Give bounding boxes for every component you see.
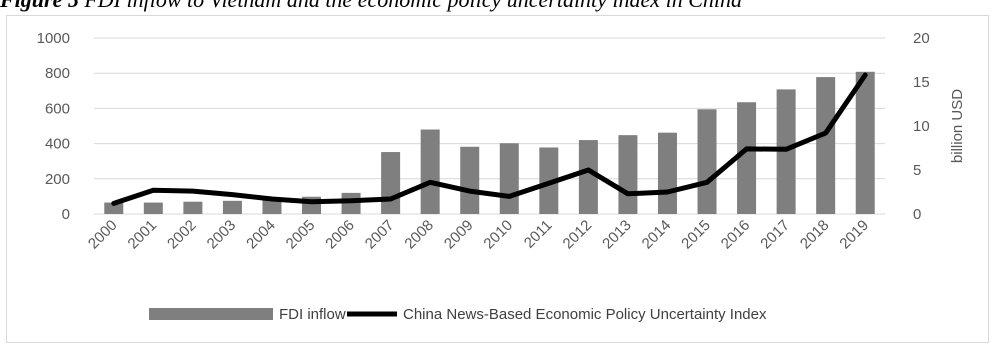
bar	[104, 202, 124, 214]
x-tick-label: 2007	[362, 217, 398, 253]
left-tick-label: 0	[62, 206, 70, 223]
bar	[420, 129, 440, 214]
right-tick-label: 20	[913, 30, 930, 47]
bar	[460, 146, 480, 214]
x-tick-label: 2014	[639, 217, 675, 253]
figure-caption: FDI inflow to Vietnam and the economic p…	[79, 0, 742, 12]
gridlines	[94, 37, 885, 215]
left-axis: 0 200 400 600 800 1000	[37, 30, 70, 223]
left-tick-label: 600	[45, 100, 70, 117]
bar	[499, 143, 519, 214]
x-tick-label: 2015	[678, 217, 714, 253]
bar	[183, 201, 203, 214]
x-tick-label: 2013	[599, 217, 635, 253]
left-tick-label: 800	[45, 65, 70, 82]
x-tick-label: 2003	[204, 217, 240, 253]
legend: FDI inflow China News-Based Economic Pol…	[149, 306, 767, 323]
bar-series	[104, 71, 875, 215]
legend-swatch-fdi	[149, 308, 273, 320]
x-tick-label: 2002	[164, 217, 200, 253]
right-tick-label: 10	[913, 118, 930, 135]
bar	[737, 102, 757, 214]
x-tick-label: 2016	[718, 217, 754, 253]
bar	[618, 135, 638, 214]
bar	[657, 132, 677, 214]
x-tick-label: 2018	[797, 217, 833, 253]
right-tick-label: 15	[913, 74, 930, 91]
figure-number: Figure 5	[0, 0, 79, 12]
bar	[143, 202, 163, 214]
left-tick-label: 200	[45, 171, 70, 188]
bar	[816, 77, 836, 215]
bar	[381, 152, 401, 214]
x-tick-label: 2010	[480, 217, 516, 253]
x-tick-label: 2011	[521, 217, 556, 252]
legend-label-fdi: FDI inflow	[279, 306, 346, 323]
x-tick-label: 2006	[322, 217, 358, 253]
chart-frame	[6, 15, 989, 343]
right-tick-label: 0	[913, 206, 921, 223]
x-tick-label: 2005	[283, 217, 319, 253]
right-axis: 0 5 10 15 20	[913, 30, 930, 223]
bar	[262, 199, 282, 214]
right-tick-label: 5	[913, 162, 921, 179]
left-tick-label: 400	[45, 136, 70, 153]
left-tick-label: 1000	[37, 30, 70, 47]
x-axis: 2000 2001 2002 2003 2004 2005 2006 2007 2008 2009…	[85, 217, 872, 253]
x-tick-label: 2000	[85, 217, 121, 253]
x-tick-label: 2012	[560, 217, 596, 253]
x-tick-label: 2017	[757, 217, 793, 253]
bar	[222, 200, 242, 214]
figure-title: Figure 5 FDI inflow to Vietnam and the e…	[0, 0, 991, 13]
x-tick-label: 2004	[243, 217, 279, 253]
line-series	[111, 72, 868, 206]
x-tick-label: 2019	[836, 217, 872, 253]
right-axis-label: billion USD	[949, 89, 966, 163]
bar	[578, 140, 598, 214]
x-tick-label: 2001	[125, 217, 161, 253]
x-tick-label: 2008	[401, 217, 437, 253]
legend-label-epu: China News-Based Economic Policy Uncerta…	[403, 306, 767, 323]
bar	[855, 71, 875, 215]
bar	[697, 109, 717, 214]
x-tick-label: 2009	[441, 217, 477, 253]
